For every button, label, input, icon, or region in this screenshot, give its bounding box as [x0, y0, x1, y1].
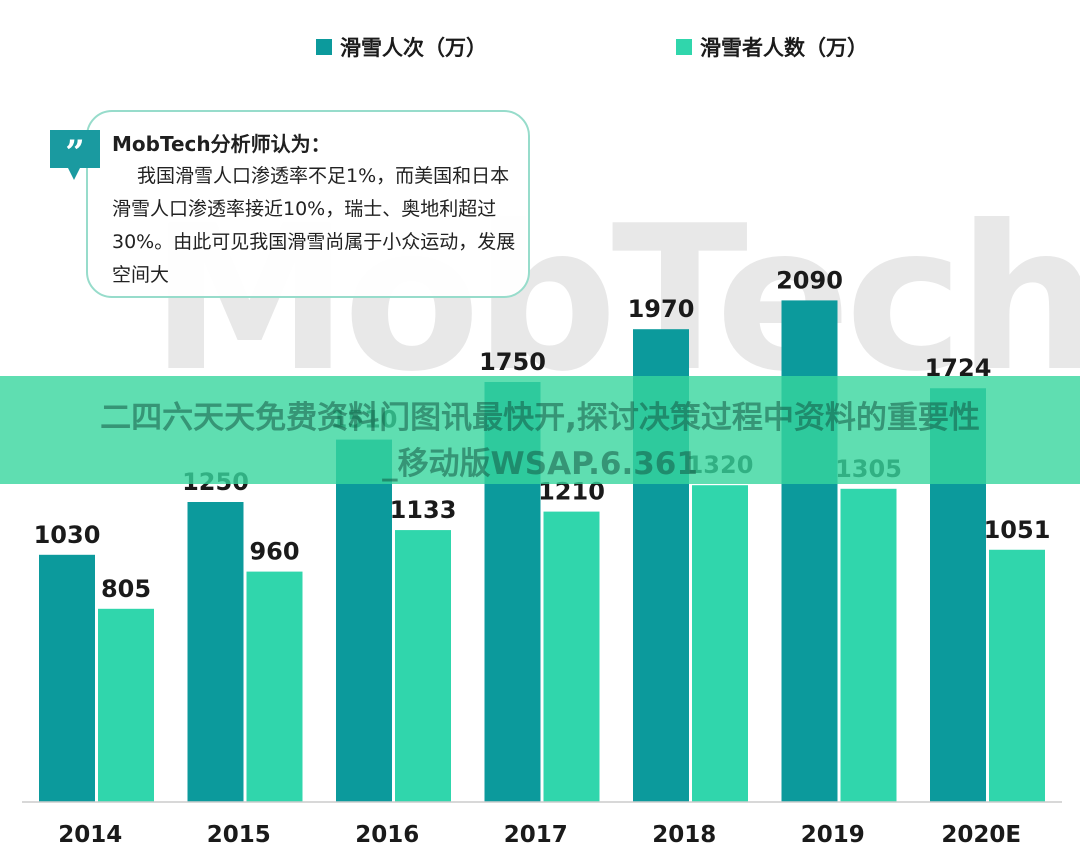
legend-label-series1: 滑雪人次（万）	[340, 36, 487, 60]
data-label-series1-2017: 1750	[479, 348, 546, 376]
x-tick-2020E: 2020E	[941, 822, 1021, 848]
analyst-callout	[86, 110, 530, 298]
data-label-series1-2019: 2090	[776, 266, 843, 294]
data-label-series2-2014: 805	[101, 575, 151, 603]
legend-item-series2: 滑雪者人数（万）	[676, 32, 868, 62]
svg-text:”: ”	[65, 133, 85, 173]
bar-series2-2020E	[989, 549, 1045, 802]
overlay-banner	[0, 376, 1080, 484]
bar-series2-2014	[98, 608, 154, 802]
legend-label-series2: 滑雪者人数（万）	[700, 36, 868, 60]
bar-series1-2014	[39, 554, 95, 802]
bar-series2-2015	[246, 571, 303, 802]
bars-layer	[39, 300, 1045, 802]
x-tick-labels: 2014 2015 2016 2017 2018 2019 2020E	[58, 822, 1021, 848]
x-tick-2018: 2018	[652, 822, 716, 848]
bar-series1-2016	[336, 439, 392, 802]
bar-series2-2016	[395, 530, 451, 802]
data-label-series2-2015: 960	[249, 538, 299, 566]
legend-swatch-series2	[676, 39, 692, 55]
banner-text-line1: 二四六天天免费资料门图讯最快开,探讨决策过程中资料的重要性	[100, 400, 980, 436]
data-label-series1-2018: 1970	[628, 295, 695, 323]
x-tick-2017: 2017	[504, 822, 568, 848]
x-tick-2016: 2016	[355, 822, 419, 848]
x-tick-2014: 2014	[58, 822, 122, 848]
bar-series1-2015	[187, 502, 244, 802]
callout-body: 我国滑雪人口渗透率不足1%，而美国和日本滑雪人口渗透率接近10%，瑞士、奥地利超…	[112, 165, 516, 286]
banner-text-line2: _移动版WSAP.6.361	[382, 446, 698, 482]
callout-title: MobTech分析师认为：	[112, 132, 331, 156]
legend-item-series1: 滑雪人次（万）	[316, 32, 487, 62]
data-label-series1-2014: 1030	[34, 521, 101, 549]
legend-swatch-series1	[316, 39, 332, 55]
x-tick-2019: 2019	[801, 822, 865, 848]
legend: 滑雪人次（万） 滑雪者人数（万）	[0, 32, 1080, 62]
x-tick-2015: 2015	[207, 822, 271, 848]
quote-icon: ”	[50, 130, 100, 180]
data-label-series2-2016: 1133	[390, 496, 457, 524]
bar-series2-2017	[543, 511, 600, 802]
bar-series2-2019	[840, 488, 897, 802]
data-label-series2-2020E: 1051	[984, 516, 1051, 544]
bar-series2-2018	[692, 485, 748, 802]
